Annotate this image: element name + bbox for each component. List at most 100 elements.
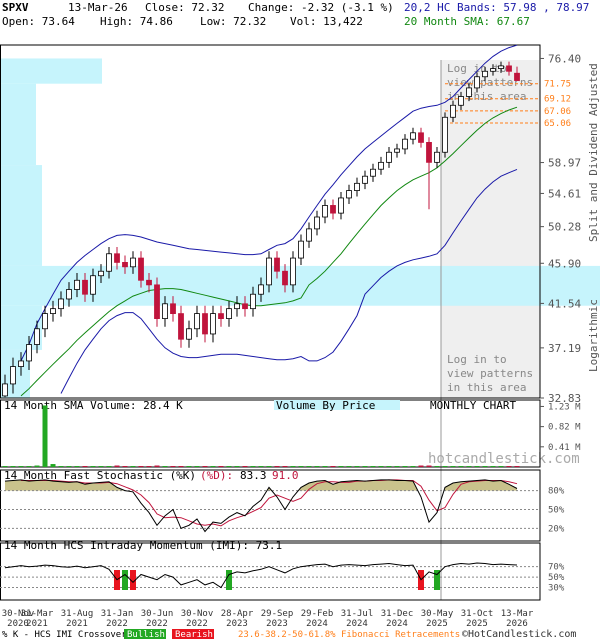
volume-by-price-bar	[0, 83, 36, 166]
candle-body	[506, 65, 512, 72]
candle-body	[394, 148, 400, 153]
fib-label: 69.12	[544, 95, 571, 105]
x-tick-label: 30-Nov	[181, 609, 214, 619]
bullish-signal	[226, 570, 232, 590]
candle-body	[210, 313, 216, 335]
lower-band	[60, 168, 518, 394]
volume-bar	[378, 466, 384, 467]
y-tick-label: 30%	[548, 584, 565, 594]
volume: Vol: 13,422	[290, 15, 363, 28]
candle-body	[18, 360, 24, 367]
volume-bar	[106, 466, 112, 467]
candle-body	[466, 87, 472, 97]
copyright: ©HotCandlestick.com	[462, 629, 576, 640]
period-label: MONTHLY CHART	[430, 399, 516, 412]
stochastic-d	[21, 479, 518, 527]
volume-bar	[178, 466, 184, 467]
candle-body	[66, 289, 72, 300]
candle-body	[418, 132, 424, 143]
candle-body	[338, 197, 344, 214]
candle-body	[194, 313, 200, 330]
volume-bar	[450, 466, 456, 467]
x-tick-year: 2023	[226, 619, 248, 629]
x-tick-label: 30-May	[421, 609, 454, 619]
y-tick-label: 50%	[548, 573, 565, 583]
y-tick-label: 0.82 M	[548, 423, 581, 433]
x-tick-year: 2022	[146, 619, 168, 629]
x-tick-label: 31-Oct	[461, 609, 494, 619]
x-tick-year: 2026	[506, 619, 528, 629]
volume-bar	[514, 466, 520, 467]
y-tick-label: 50.28	[548, 221, 581, 234]
volume-bar	[202, 466, 208, 467]
candle-body	[106, 253, 112, 272]
sma-line	[20, 106, 518, 397]
pattern-notice: Log in to	[447, 62, 507, 75]
candle-body	[234, 303, 240, 310]
fib-label: 65.06	[544, 119, 571, 129]
volume-bar	[490, 466, 496, 467]
volume-bar	[146, 466, 152, 467]
background-layer	[0, 58, 600, 398]
bullish-signal	[434, 570, 440, 590]
close: Close: 72.32	[145, 1, 224, 14]
x-tick-label: 29-Feb	[301, 609, 334, 619]
x-tick-year: 2024	[346, 619, 368, 629]
candle-body	[186, 328, 192, 340]
x-tick-label: 28-Apr	[221, 609, 254, 619]
candle-body	[58, 298, 64, 310]
volume-bar	[282, 466, 288, 467]
volume-title: 14 Month SMA Volume: 28.4 K	[4, 399, 183, 412]
volume-bar	[402, 466, 408, 467]
volume-bar	[162, 466, 168, 467]
volume-bar	[426, 465, 432, 467]
candle-body	[314, 216, 320, 230]
candle-body	[266, 257, 272, 286]
candle-body	[218, 313, 224, 319]
volume-bar	[2, 466, 8, 467]
volume-bar	[290, 466, 296, 467]
volume-bar	[98, 466, 104, 467]
candle-body	[34, 328, 40, 345]
stochastic-d-label: (%D):	[200, 469, 233, 482]
candle-body	[74, 279, 80, 290]
candle-body	[2, 383, 8, 397]
volume-bar	[434, 466, 440, 467]
price-panel	[0, 44, 541, 399]
candle-body	[378, 161, 384, 170]
y-tick-label: 70%	[548, 563, 565, 573]
bullish-signal	[122, 570, 128, 590]
volume-bar	[74, 466, 80, 467]
candle-body	[426, 142, 432, 163]
volume-bar	[418, 465, 424, 467]
fib-label: 23.6-38.2-50-61.8% Fibonacci Retracement…	[238, 630, 460, 640]
volume-by-price-bar	[0, 58, 102, 84]
candle-body	[50, 308, 56, 314]
candle-body	[154, 284, 160, 319]
bullish-label: Bullish	[127, 630, 165, 640]
fib-label: 71.75	[544, 80, 571, 90]
pattern-notice: Log in to	[447, 353, 507, 366]
volume-bar	[250, 466, 256, 467]
volume-bar	[330, 466, 336, 467]
volume-bar	[194, 466, 200, 467]
candle-body	[202, 313, 208, 335]
volume-by-price-bar	[0, 265, 600, 306]
candle-body	[114, 253, 120, 263]
candle-body	[274, 257, 280, 272]
candle-body	[10, 366, 16, 385]
candle-body	[42, 313, 48, 330]
candle-body	[330, 205, 336, 214]
volume-bar	[210, 466, 216, 467]
symbol: SPXV	[2, 1, 29, 14]
candle-body	[434, 151, 440, 163]
volume-bar	[130, 466, 136, 467]
volume-bar	[274, 466, 280, 467]
vbp-label-bg	[274, 400, 400, 410]
bearish-signal	[130, 570, 136, 590]
bullish-swatch	[124, 629, 166, 639]
y-tick-label: 76.40	[548, 52, 581, 65]
x-tick-year: 2022	[106, 619, 128, 629]
open: Open: 73.64	[2, 15, 75, 28]
candle-body	[298, 240, 304, 259]
